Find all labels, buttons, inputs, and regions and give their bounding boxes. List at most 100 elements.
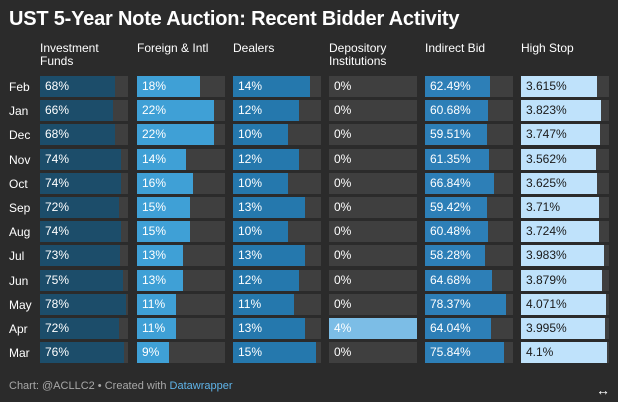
row-label-mar: Mar [9, 346, 30, 361]
data-label: 3.625% [526, 175, 567, 190]
bar-track: 0% [329, 293, 417, 315]
data-label: 15% [142, 224, 167, 239]
data-label: 78.37% [430, 296, 471, 311]
data-label: 75% [45, 272, 70, 287]
bar-track: 12% [233, 100, 321, 122]
data-label: 3.562% [526, 151, 567, 166]
data-label: 0% [334, 345, 352, 360]
bar-investment-funds-dec [40, 124, 115, 146]
data-label: 59.51% [430, 127, 471, 142]
bar-depository-institutions-apr [329, 318, 417, 339]
data-label: 0% [334, 200, 352, 214]
bar-track: 66.84% [425, 172, 513, 194]
data-label: 64.04% [430, 321, 471, 335]
data-label: 3.879% [526, 272, 567, 287]
bar-investment-funds-jun [40, 269, 123, 291]
data-label: 22% [142, 127, 167, 142]
bar-track: 13% [137, 269, 225, 291]
bar-high-stop-jun [521, 269, 603, 291]
bar-track: 0% [329, 245, 417, 267]
data-label: 12% [238, 151, 263, 166]
row-label-dec: Dec [9, 128, 31, 143]
bar-track: 11% [137, 293, 225, 315]
bar-track: 59.51% [425, 124, 513, 146]
bar-investment-funds-nov [40, 148, 122, 170]
data-label: 4.071% [526, 296, 567, 311]
bar-indirect-bid-sep [425, 197, 487, 218]
bar-track: 68% [40, 76, 128, 97]
bar-dealers-feb [233, 76, 310, 97]
bar-high-stop-nov [521, 148, 596, 170]
bar-track: 13% [233, 245, 321, 267]
data-label: 11% [142, 321, 166, 335]
data-label: 14% [142, 151, 167, 166]
row-label-oct: Oct [9, 176, 28, 191]
bar-indirect-bid-apr [425, 318, 492, 339]
bar-indirect-bid-may [425, 293, 507, 315]
data-label: 0% [334, 151, 352, 166]
bar-track: 3.562% [521, 148, 609, 170]
data-label: 73% [45, 248, 70, 263]
data-label: 78% [45, 296, 70, 311]
bar-indirect-bid-jun [425, 269, 492, 291]
data-label: 3.995% [526, 321, 567, 335]
bar-track: 11% [137, 318, 225, 339]
bar-indirect-bid-aug [425, 221, 488, 243]
bar-track: 11% [233, 293, 321, 315]
data-label: 12% [238, 272, 263, 287]
bar-track: 12% [233, 269, 321, 291]
column-header-foreign-intl: Foreign & Intl [137, 42, 208, 55]
data-label: 0% [334, 296, 352, 311]
bar-indirect-bid-nov [425, 148, 489, 170]
bar-track: 4% [329, 318, 417, 339]
data-label: 68% [45, 79, 70, 93]
bar-track: 13% [137, 245, 225, 267]
bar-high-stop-dec [521, 124, 600, 146]
bar-track: 3.983% [521, 245, 609, 267]
bar-investment-funds-mar [40, 342, 124, 364]
expand-icon[interactable]: ↔ [596, 382, 610, 398]
bar-high-stop-aug [521, 221, 600, 243]
data-label: 18% [142, 79, 167, 93]
bar-track: 13% [233, 197, 321, 218]
bar-high-stop-oct [521, 172, 597, 194]
bar-indirect-bid-jul [425, 245, 486, 267]
bar-foreign-intl-nov [137, 148, 187, 170]
bar-track: 0% [329, 124, 417, 146]
bar-dealers-mar [233, 342, 316, 364]
bar-investment-funds-aug [40, 221, 122, 243]
bar-foreign-intl-aug [137, 221, 190, 243]
bar-indirect-bid-mar [425, 342, 504, 364]
row-label-aug: Aug [9, 225, 31, 240]
bar-track: 61.35% [425, 148, 513, 170]
data-label: 72% [45, 321, 70, 335]
footer-credit: Chart: @ACLLC2 • Created with [9, 380, 170, 392]
datawrapper-link[interactable]: Datawrapper [169, 380, 233, 392]
bar-dealers-oct [233, 172, 288, 194]
column-header-line: Investment [40, 41, 99, 55]
bar-track: 64.68% [425, 269, 513, 291]
bar-foreign-intl-jan [137, 100, 215, 122]
data-label: 60.68% [430, 103, 471, 118]
bar-track: 0% [329, 342, 417, 364]
bar-dealers-sep [233, 197, 305, 218]
data-label: 13% [142, 272, 167, 287]
bar-track: 14% [137, 148, 225, 170]
column-header-depository-institutions: Depository Institutions [329, 42, 386, 68]
data-label: 0% [334, 103, 352, 118]
data-label: 10% [238, 127, 263, 142]
bar-investment-funds-jul [40, 245, 121, 267]
bar-dealers-aug [233, 221, 288, 243]
bar-foreign-intl-jun [137, 269, 183, 291]
data-label: 62.49% [430, 79, 471, 93]
bar-track: 73% [40, 245, 128, 267]
data-label: 0% [334, 248, 352, 263]
bar-investment-funds-apr [40, 318, 120, 339]
bar-investment-funds-may [40, 293, 126, 315]
bar-dealers-dec [233, 124, 288, 146]
column-header-investment-funds: Investment Funds [40, 42, 99, 68]
row-label-jan: Jan [9, 104, 29, 119]
bar-dealers-apr [233, 318, 305, 339]
data-label: 12% [238, 103, 263, 118]
column-header-high-stop: High Stop [521, 42, 574, 55]
